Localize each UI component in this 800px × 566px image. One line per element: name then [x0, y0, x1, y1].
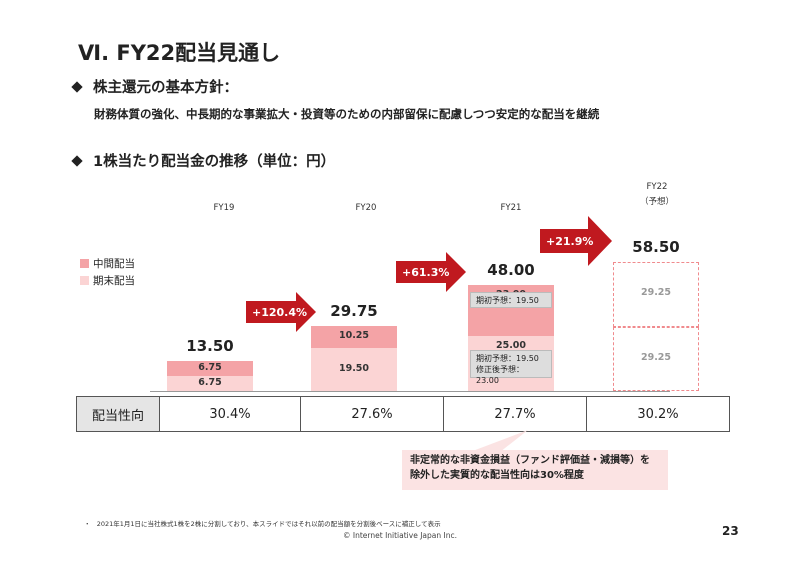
- category-label-fy22: FY22: [646, 182, 668, 192]
- total-label-fy21: 48.00: [487, 261, 535, 280]
- category-label-fy20: FY20: [355, 203, 377, 213]
- total-label-fy19: 13.50: [186, 337, 234, 356]
- data-label-final-fy22: 29.25: [640, 351, 672, 363]
- legend-label-final: 期末配当: [93, 275, 135, 287]
- data-label-interim-fy19: 6.75: [198, 361, 222, 373]
- total-label-fy20: 29.75: [330, 301, 378, 320]
- arrow-right-icon: [246, 292, 316, 332]
- data-label-final-fy20: 19.50: [338, 362, 370, 374]
- chart-heading-row: 1株当たり配当金の推移（単位：円）: [71, 150, 336, 171]
- table-row: 配当性向 30.4% 27.6% 27.7% 30.2%: [76, 396, 730, 432]
- note-fy21-interim: 期初予想：19.50: [470, 292, 552, 308]
- bar-final-fy20: [311, 348, 397, 391]
- total-label-fy22: 58.50: [632, 238, 680, 257]
- diamond-bullet-icon: [71, 154, 83, 167]
- category-label-fy19: FY19: [213, 203, 235, 213]
- bar-final-fy19: [167, 376, 253, 391]
- payout-callout: 非定常的な非資金損益（ファンド評価益・減損等）を 除外した実質的な配当性向は30…: [402, 450, 668, 490]
- category-label-fy21: FY21: [500, 203, 522, 213]
- diamond-bullet-icon: [71, 80, 83, 93]
- bar-interim-fy19: [167, 361, 253, 377]
- policy-heading: 株主還元の基本方針：: [93, 80, 238, 96]
- growth-arrow-fy22: +21.9%: [540, 216, 612, 266]
- category-sublabel-fy22: （予想）: [639, 197, 674, 207]
- footnote: ・ 2021年1月1日に当社株式1株を2株に分割しており、本スライドではそれ以前…: [84, 520, 441, 528]
- growth-label-fy21: +61.3%: [402, 265, 450, 279]
- payout-value-fy19: 30.4%: [159, 396, 301, 432]
- bar-interim-fy22: [613, 262, 699, 327]
- arrow-right-icon: [396, 252, 466, 292]
- data-label-final-fy21: 25.00: [495, 340, 527, 351]
- payout-value-fy22: 30.2%: [586, 396, 730, 432]
- growth-label-fy22: +21.9%: [546, 234, 594, 248]
- chart-baseline: [150, 391, 670, 392]
- payout-label: 配当性向: [76, 396, 160, 432]
- legend-swatch-final: [80, 276, 89, 285]
- slide-title: Ⅵ. FY22配当見通し: [78, 41, 281, 65]
- bar-final-fy22: [613, 326, 699, 391]
- payout-value-fy21: 27.7%: [443, 396, 587, 432]
- payout-ratio-table: 配当性向 30.4% 27.6% 27.7% 30.2%: [76, 396, 730, 432]
- legend-item-interim: 中間配当: [80, 256, 135, 271]
- policy-heading-row: 株主還元の基本方針：: [71, 76, 238, 97]
- page-number: 23: [722, 524, 739, 538]
- chart-title: 1株当たり配当金の推移（単位：円）: [93, 154, 336, 170]
- bar-interim-fy20: [311, 325, 397, 349]
- data-label-interim-fy22: 29.25: [640, 287, 672, 299]
- note-fy21-final: 期初予想：19.50 修正後予想：23.00: [470, 350, 552, 385]
- arrow-right-icon: [540, 216, 612, 266]
- growth-label-fy20: +120.4%: [252, 305, 308, 319]
- callout-pointer: [470, 430, 528, 452]
- growth-arrow-fy20: +120.4%: [246, 292, 316, 332]
- legend-swatch-interim: [80, 259, 89, 268]
- data-label-final-fy19: 6.75: [198, 376, 222, 388]
- legend-label-interim: 中間配当: [93, 258, 135, 270]
- growth-arrow-fy21: +61.3%: [396, 252, 466, 292]
- legend-item-final: 期末配当: [80, 273, 135, 288]
- data-label-interim-fy20: 10.25: [338, 329, 370, 341]
- payout-value-fy20: 27.6%: [300, 396, 444, 432]
- policy-text: 財務体質の強化、中長期的な事業拡大・投資等のための内部留保に配慮しつつ安定的な配…: [94, 107, 600, 121]
- copyright: © Internet Initiative Japan Inc.: [343, 531, 457, 540]
